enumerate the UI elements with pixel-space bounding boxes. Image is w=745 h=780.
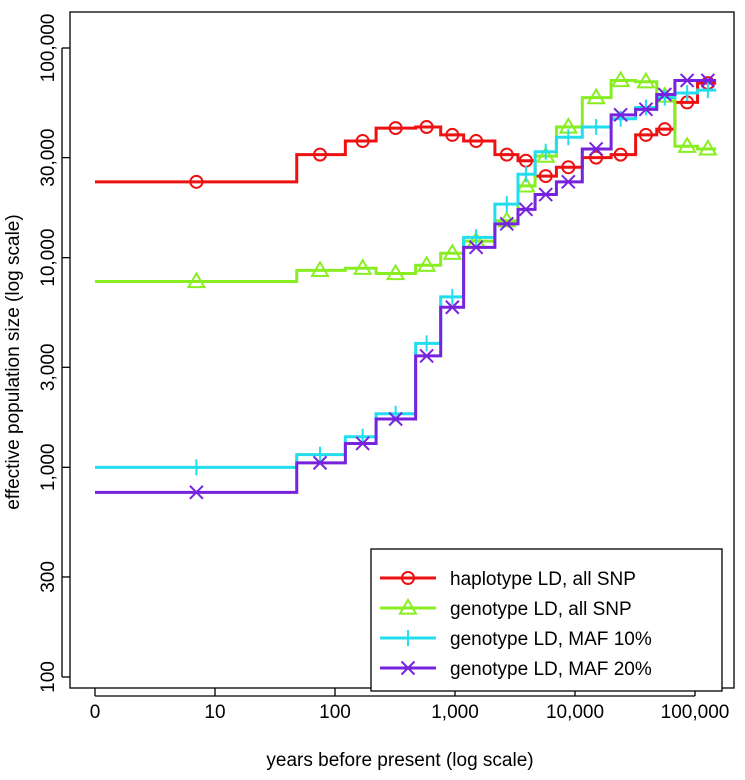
data-point <box>444 288 461 305</box>
y-tick-label: 30,000 <box>38 129 59 187</box>
data-point <box>499 216 514 232</box>
series-1 <box>95 76 717 189</box>
data-point <box>313 147 328 162</box>
data-point <box>586 87 606 105</box>
data-point <box>499 147 514 162</box>
legend-entry: genotype LD, MAF 10% <box>380 629 652 650</box>
x-tick-label: 10,000 <box>546 702 604 723</box>
data-point <box>189 485 204 500</box>
data-point <box>561 174 576 190</box>
data-point <box>418 335 435 352</box>
legend-marker <box>398 598 418 615</box>
data-point <box>445 300 460 315</box>
x-tick-label: 100,000 <box>661 702 730 723</box>
y-axis-label: effective population size (log scale) <box>3 214 24 509</box>
series-3 <box>95 82 717 476</box>
data-point <box>189 174 204 189</box>
data-point <box>677 136 697 153</box>
data-point <box>385 263 406 281</box>
data-point <box>498 196 515 213</box>
data-point <box>538 187 553 202</box>
axes: 0 10 100 1,000 10,000 100,000 100 300 1,000 3,000… <box>38 14 729 723</box>
data-point <box>657 122 672 137</box>
legend-marker <box>400 630 416 646</box>
data-point <box>469 134 484 149</box>
data-point <box>312 455 328 471</box>
data-point <box>613 147 628 162</box>
data-point <box>679 73 695 88</box>
series-line <box>95 88 717 469</box>
data-point <box>468 229 485 246</box>
data-point <box>352 258 373 275</box>
x-tick-label: 1,000 <box>431 702 479 723</box>
x-tick-label: 10 <box>204 702 225 723</box>
data-point <box>636 71 656 89</box>
data-point <box>610 70 631 88</box>
data-point <box>355 436 370 451</box>
data-point <box>560 129 577 146</box>
data-point <box>657 87 672 102</box>
data-point <box>355 134 370 149</box>
series-line <box>95 78 717 283</box>
data-point <box>638 102 654 117</box>
data-point <box>188 459 205 476</box>
data-point <box>310 260 330 277</box>
y-tick-label: 100 <box>38 661 59 693</box>
legend-label: genotype LD, MAF 20% <box>450 659 652 680</box>
data-point <box>700 73 716 88</box>
series-layer <box>95 70 718 500</box>
series-line <box>95 81 717 184</box>
data-point <box>588 118 605 135</box>
data-point <box>516 175 536 193</box>
series-line <box>95 78 717 494</box>
data-point <box>612 110 629 127</box>
x-tick-label: 100 <box>319 702 351 723</box>
legend-entry: genotype LD, MAF 20% <box>380 659 652 680</box>
data-point <box>638 127 653 142</box>
data-point <box>416 255 437 272</box>
data-point <box>537 143 554 160</box>
data-point <box>699 82 716 99</box>
data-point <box>186 271 207 289</box>
data-point <box>419 119 434 134</box>
data-point <box>445 127 460 142</box>
data-point <box>588 141 604 157</box>
legend-label: genotype LD, all SNP <box>450 599 632 620</box>
legend-label: genotype LD, MAF 10% <box>450 629 652 650</box>
data-point <box>698 138 718 156</box>
data-point <box>679 85 696 102</box>
data-point <box>518 202 534 217</box>
series-2 <box>95 70 718 289</box>
data-point <box>312 446 329 463</box>
data-point <box>589 150 604 165</box>
y-tick-label: 10,000 <box>38 229 59 287</box>
x-axis-label: years before present (log scale) <box>266 750 533 771</box>
legend-entry: haplotype LD, all SNP <box>380 569 636 590</box>
data-point <box>388 411 403 427</box>
legend-entry: genotype LD, all SNP <box>380 598 632 620</box>
data-point <box>388 121 403 136</box>
legend-marker <box>401 571 415 585</box>
data-point <box>637 99 654 116</box>
data-point <box>517 166 534 183</box>
data-point <box>442 243 463 260</box>
data-point <box>538 169 553 184</box>
legend-label: haplotype LD, all SNP <box>450 569 636 590</box>
data-point <box>656 89 673 106</box>
data-point <box>613 107 628 123</box>
y-tick-label: 3,000 <box>38 344 59 392</box>
x-tick-label: 0 <box>90 702 101 723</box>
legend-marker <box>400 660 416 676</box>
data-point <box>419 348 434 364</box>
y-tick-label: 300 <box>38 561 59 593</box>
y-tick-label: 100,000 <box>38 14 59 83</box>
data-point <box>468 240 484 255</box>
series-4 <box>95 73 717 500</box>
y-tick-label: 1,000 <box>38 444 59 492</box>
data-point <box>561 160 576 175</box>
data-point <box>535 146 556 163</box>
legend: haplotype LD, all SNP genotype LD, all SN… <box>370 548 723 692</box>
